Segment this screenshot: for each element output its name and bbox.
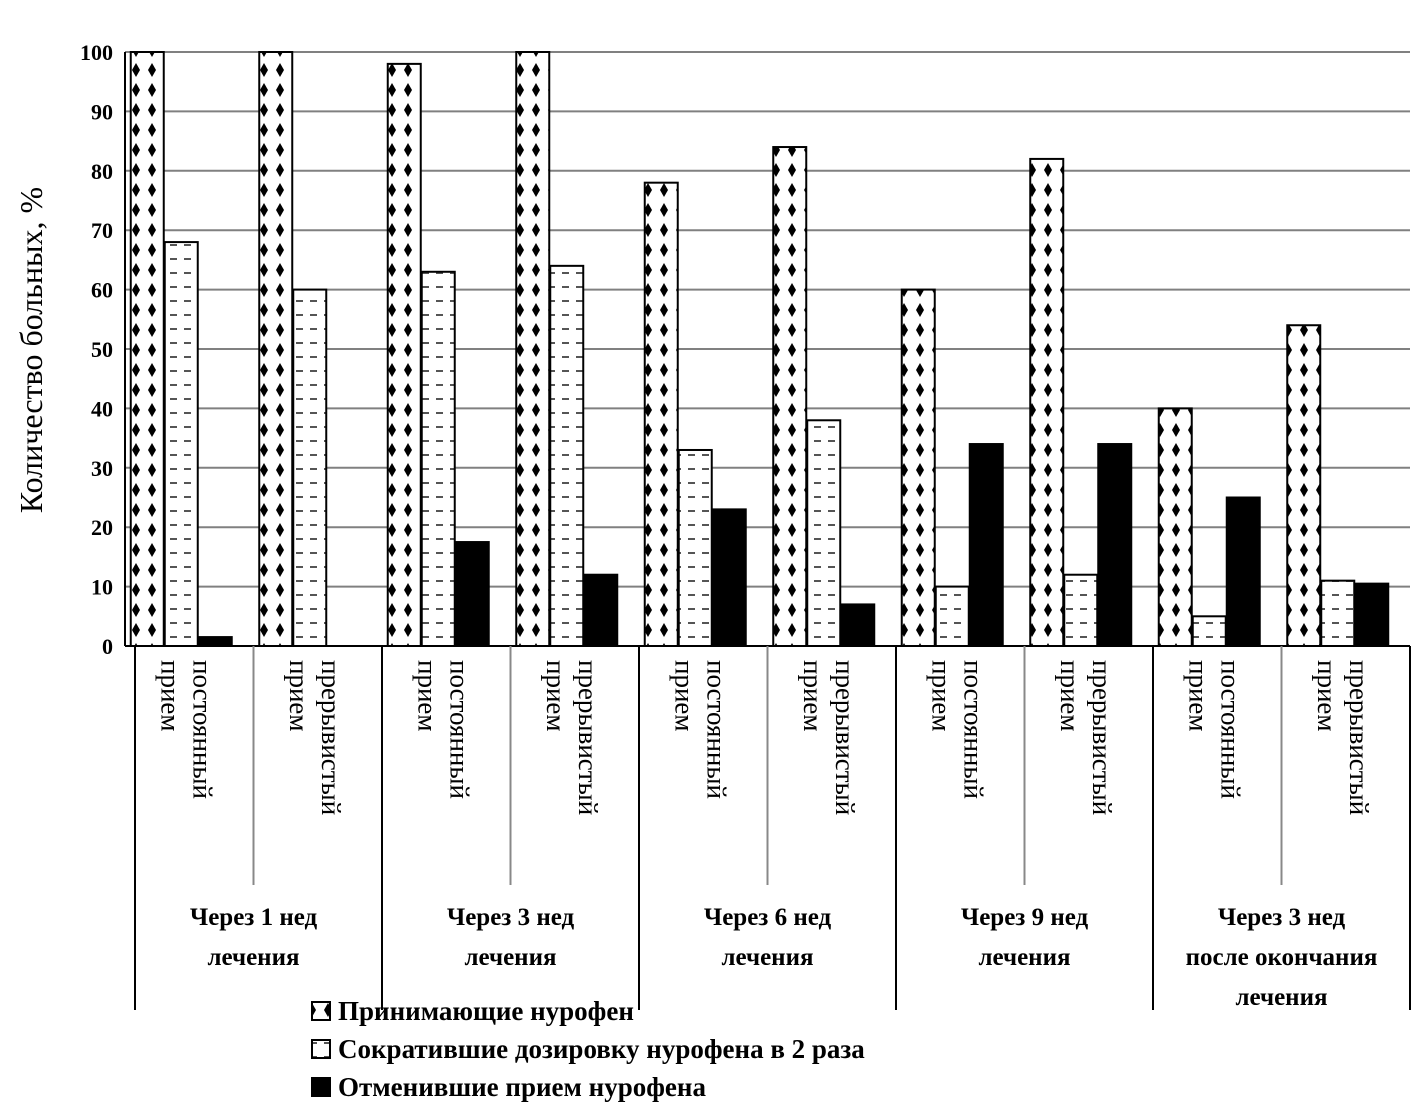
y-tick-label: 0 [102, 634, 113, 659]
bar-solid [454, 541, 490, 647]
category-label-line: прием [669, 660, 699, 731]
category-label: прерывистыйприем [798, 660, 860, 815]
legend-swatch [311, 1039, 331, 1059]
legend-swatch [311, 1077, 331, 1097]
y-tick-label: 60 [91, 278, 113, 303]
category-label-line: постоянный [187, 660, 217, 799]
category-label-line: прием [155, 660, 185, 731]
group-label: после окончания [1186, 944, 1378, 971]
category-label-line: прием [412, 660, 442, 731]
category-label-line: прием [926, 660, 956, 731]
group-label: лечения [978, 944, 1070, 971]
bar-solid [197, 636, 233, 648]
bar-diamond [900, 288, 936, 647]
y-tick-label: 40 [91, 396, 113, 421]
bar-dash [677, 448, 713, 648]
group-label: Через 6 нед [704, 904, 832, 931]
gridlines [125, 51, 1410, 588]
bar-dash [163, 241, 199, 648]
bar-solid [1225, 496, 1261, 647]
group-label: Через 3 нед [1218, 904, 1346, 931]
group-label: лечения [464, 944, 556, 971]
group-label: Через 9 нед [961, 904, 1089, 931]
bar-dash [806, 419, 842, 647]
category-label-line: прием [541, 660, 571, 731]
bar-solid [583, 573, 619, 647]
y-tick-label: 10 [91, 575, 113, 600]
category-label-line: постоянный [444, 660, 474, 799]
y-tick-label: 80 [91, 159, 113, 184]
y-tick-label: 90 [91, 99, 113, 124]
bar-dash [1191, 615, 1227, 647]
category-labels: постоянныйприем прерывистыйприем постоянны… [155, 660, 1374, 815]
legend-swatch [311, 1001, 331, 1021]
bar-dash [292, 288, 328, 647]
category-label-line: прерывистый [316, 660, 346, 815]
category-label-line: прерывистый [573, 660, 603, 815]
group-label: лечения [1235, 984, 1327, 1011]
category-label: постоянныйприем [669, 660, 731, 799]
y-tick-label: 30 [91, 456, 113, 481]
bar-dash [1320, 579, 1356, 647]
bar-solid [1354, 582, 1390, 648]
category-label: постоянныйприем [1183, 660, 1245, 799]
bar-diamond [1029, 157, 1065, 647]
bar-diamond [515, 51, 551, 647]
category-label-line: прерывистый [1344, 660, 1374, 815]
category-label-line: прерывистый [1087, 660, 1117, 815]
category-label: постоянныйприем [155, 660, 217, 799]
bar-solid [840, 603, 876, 647]
bar-diamond [643, 181, 679, 647]
bar-dash [1063, 573, 1099, 647]
category-label: прерывистыйприем [284, 660, 346, 815]
group-labels: Через 1 нед лечения Через 3 нед лечения Чере… [190, 904, 1378, 1011]
category-label-line: прерывистый [830, 660, 860, 815]
bar-diamond [772, 146, 808, 647]
category-label-line: постоянный [958, 660, 988, 799]
category-label: постоянныйприем [412, 660, 474, 799]
category-label-line: постоянный [1215, 660, 1245, 799]
legend: Принимающие нурофен Сократившие дозировку… [311, 996, 865, 1102]
group-label: лечения [721, 944, 813, 971]
bar-solid [711, 508, 747, 647]
legend-entry: Отменившие прием нурофена [338, 1072, 706, 1102]
category-label-line: прием [798, 660, 828, 731]
y-tick-label: 100 [80, 40, 113, 65]
y-tick-label: 70 [91, 218, 113, 243]
bar-solid [1097, 443, 1133, 648]
bar-diamond [258, 51, 294, 647]
bar-diamond [1157, 407, 1193, 647]
category-label: прерывистыйприем [1055, 660, 1117, 815]
bar-dash [549, 264, 585, 647]
bar-solid [968, 443, 1004, 648]
group-label: Через 1 нед [190, 904, 318, 931]
legend-entry: Сократившие дозировку нурофена в 2 раза [338, 1034, 865, 1064]
bar-diamond [1286, 324, 1322, 647]
bar-diamond [386, 62, 422, 647]
axes [124, 52, 1411, 1010]
bar-dash [420, 270, 456, 647]
y-axis-label: Количество больных, % [13, 187, 49, 513]
category-label-line: прием [1055, 660, 1085, 731]
legend-entry: Принимающие нурофен [338, 996, 634, 1026]
category-label-line: прием [284, 660, 314, 731]
category-label: прерывистыйприем [541, 660, 603, 815]
group-label: лечения [207, 944, 299, 971]
y-tick-labels: 0 10 20 30 40 50 60 70 80 90 100 [80, 40, 113, 659]
y-tick-label: 20 [91, 515, 113, 540]
bar-diamond [129, 51, 165, 647]
y-tick-label: 50 [91, 337, 113, 362]
category-label: постоянныйприем [926, 660, 988, 799]
category-label-line: прием [1312, 660, 1342, 731]
category-label-line: постоянный [701, 660, 731, 799]
category-label-line: прием [1183, 660, 1213, 731]
bar-dash [934, 585, 970, 647]
group-label: Через 3 нед [447, 904, 575, 931]
category-label: прерывистыйприем [1312, 660, 1374, 815]
